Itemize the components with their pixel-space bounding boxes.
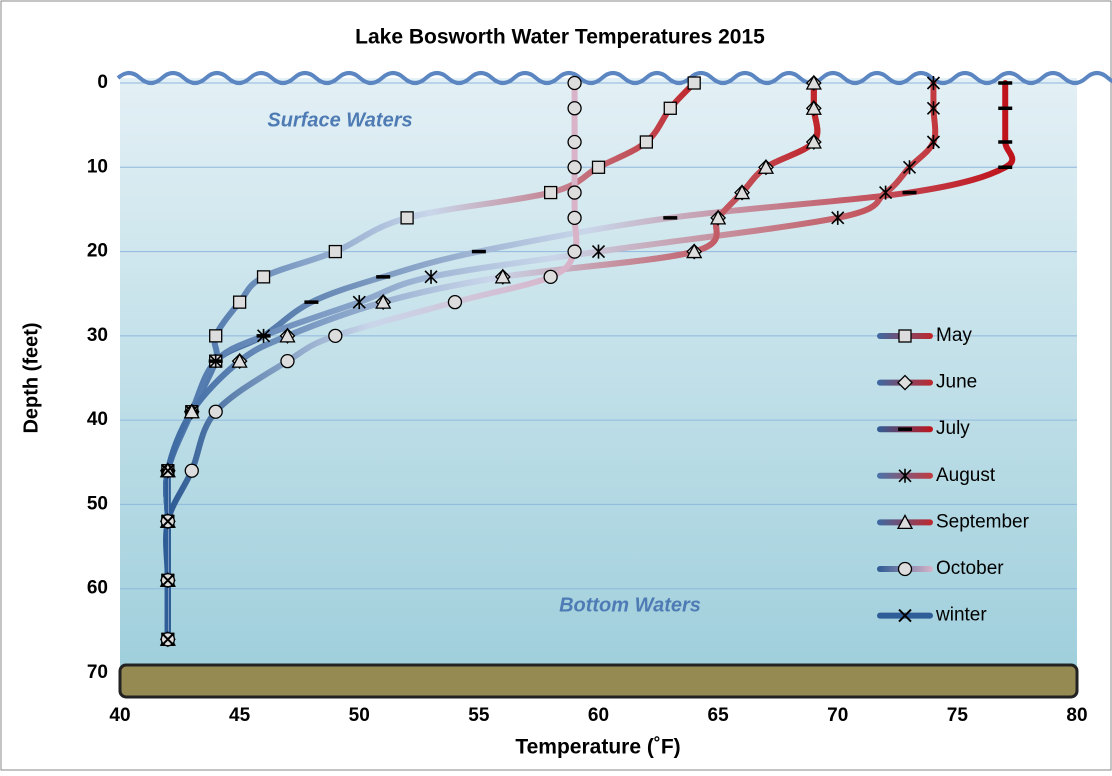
marker <box>401 212 413 224</box>
x-tick-label: 45 <box>229 705 251 726</box>
marker <box>899 330 911 342</box>
marker <box>329 246 341 258</box>
x-tick-label: 65 <box>708 705 730 726</box>
chart-title: Lake Bosworth Water Temperatures 2015 <box>355 26 765 49</box>
x-tick-label: 55 <box>468 705 490 726</box>
marker <box>258 271 270 283</box>
annotation: Bottom Waters <box>559 594 701 616</box>
lake-bottom <box>120 665 1077 697</box>
y-tick-label: 40 <box>87 409 108 430</box>
legend-label: July <box>936 418 970 439</box>
x-tick-label: 60 <box>588 705 609 726</box>
y-tick-label: 70 <box>87 662 108 683</box>
legend-label: October <box>936 558 1004 579</box>
marker <box>640 136 652 148</box>
legend-label: winter <box>935 605 987 626</box>
marker <box>185 464 198 477</box>
y-tick-label: 0 <box>97 72 108 93</box>
y-axis-label: Depth (feet) <box>20 322 42 433</box>
x-axis-label: Temperature (˚F) <box>515 736 680 759</box>
x-tick-label: 40 <box>109 705 130 726</box>
legend-label: May <box>936 325 972 346</box>
marker <box>568 186 581 199</box>
annotation: Surface Waters <box>267 109 412 131</box>
legend-label: August <box>936 465 996 486</box>
y-tick-label: 20 <box>87 241 108 262</box>
marker <box>448 296 461 309</box>
x-tick-label: 75 <box>947 705 969 726</box>
x-tick-label: 80 <box>1066 705 1087 726</box>
marker <box>545 187 557 199</box>
marker <box>568 211 581 224</box>
marker <box>234 296 246 308</box>
y-tick-label: 60 <box>87 578 108 599</box>
y-tick-label: 50 <box>87 493 108 514</box>
marker <box>210 330 222 342</box>
legend-label: September <box>936 511 1030 532</box>
marker <box>664 102 676 114</box>
marker <box>329 329 342 342</box>
marker <box>568 161 581 174</box>
y-tick-label: 30 <box>87 325 108 346</box>
y-tick-label: 10 <box>87 156 108 177</box>
marker <box>568 136 581 149</box>
marker <box>688 77 700 89</box>
marker <box>544 270 557 283</box>
marker <box>593 161 605 173</box>
chart: Lake Bosworth Water Temperatures 2015 Te… <box>0 0 1112 771</box>
marker <box>209 405 222 418</box>
marker <box>568 245 581 258</box>
x-tick-label: 70 <box>827 705 848 726</box>
marker <box>568 102 581 115</box>
legend-label: June <box>936 372 977 393</box>
marker <box>281 355 294 368</box>
marker <box>899 563 912 576</box>
x-tick-label: 50 <box>349 705 370 726</box>
marker <box>568 77 581 90</box>
